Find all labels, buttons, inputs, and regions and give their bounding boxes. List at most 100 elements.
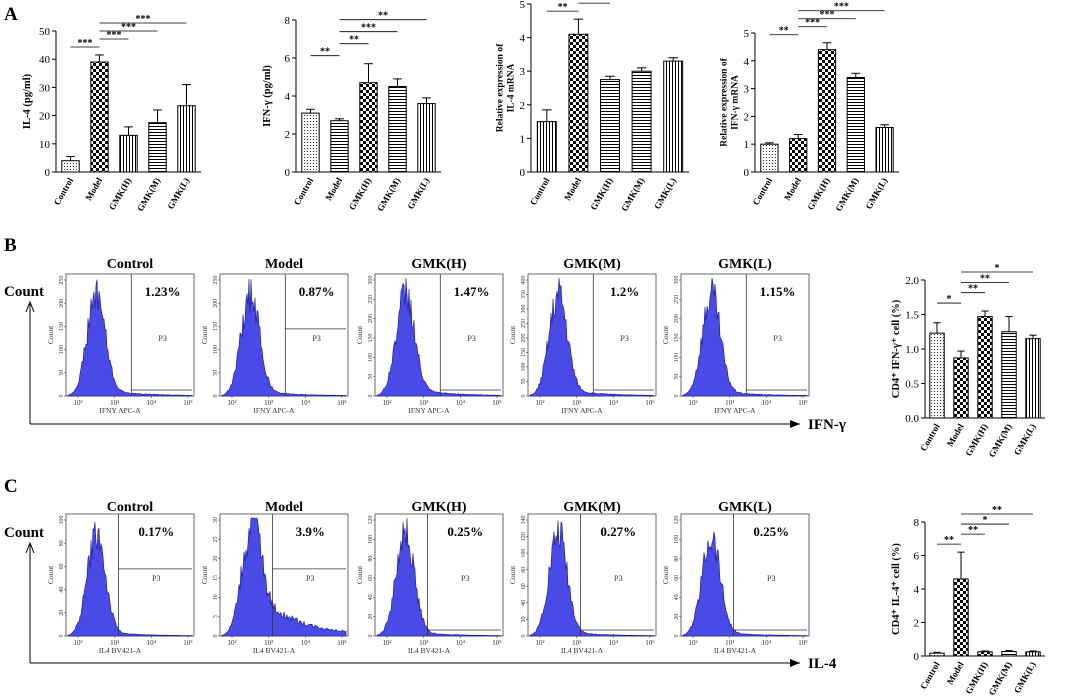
y-tick-label: 2.0	[905, 275, 919, 287]
gate-label: P3	[312, 334, 320, 343]
histogram-y-tick-label: 20	[213, 556, 219, 562]
significance-label: *	[983, 515, 988, 526]
histogram-y-label: Count	[46, 565, 55, 584]
histogram-y-tick-label: 120	[368, 516, 374, 525]
count-axis-title: Count	[4, 525, 44, 541]
bar-gmkh	[977, 651, 993, 657]
histogram-x-label: IL4 BV421-A	[561, 646, 604, 655]
y-axis-title: Relative expression ofIFN-γ mRNA	[720, 57, 741, 146]
gate-label: P3	[620, 334, 628, 343]
bar-control	[929, 332, 945, 419]
x-tick-label: GMK(M)	[987, 660, 1014, 697]
histogram-y-tick-label: 0	[213, 395, 219, 398]
count-arrow-head	[25, 541, 35, 554]
x-tick-label: GMK(H)	[963, 660, 989, 696]
histogram-y-tick-label: 0	[521, 635, 527, 638]
flow-histogram-gmkl: GMK(L) 0 20 40 60 80 100 120 Count 10² 10³ 10⁴ 10⁵ IL…	[661, 500, 810, 655]
y-tick-label: 8	[285, 15, 291, 27]
histogram-y-tick-label: 150	[674, 334, 680, 343]
histogram-y-tick-label: 0	[59, 395, 65, 398]
gate-percentage: 0.25%	[753, 524, 789, 539]
y-tick-label: 4	[520, 33, 526, 45]
gate-percentage: 3.9%	[296, 524, 325, 539]
histogram-y-tick-label: 50	[368, 374, 374, 380]
y-tick-label: 50	[39, 26, 51, 38]
histogram-y-tick-label: 150	[368, 334, 374, 343]
gate-percentage: 0.17%	[138, 524, 174, 539]
y-tick-label: 3	[520, 66, 526, 78]
ifng-flow-histograms: Count IFN-γ Control 0 50 100 150 200 250 Count 10²…	[4, 257, 846, 433]
gate-percentage: 1.2%	[610, 284, 639, 299]
x-tick-label: GMK(M)	[375, 176, 402, 213]
gate-label: P3	[152, 574, 160, 583]
histogram-x-label: IL4 BV421-A	[408, 646, 451, 655]
histogram-distribution	[682, 531, 808, 637]
histogram-x-tick-label: 10²	[382, 399, 391, 407]
y-tick-label: 4	[744, 56, 750, 68]
histogram-y-tick-label: 80	[521, 567, 527, 573]
y-axis-title-line: Relative expression of	[720, 57, 730, 146]
bar-gmkl	[1025, 651, 1041, 657]
x-tick-label: Model	[945, 422, 966, 449]
histogram-y-label: Count	[661, 325, 670, 344]
x-tick-label: GMK(L)	[863, 176, 889, 211]
bar-gmkl	[663, 60, 684, 173]
histogram-x-tick-label: 10³	[725, 399, 734, 407]
gate-label: P3	[767, 574, 775, 583]
bar-gmkh	[119, 134, 138, 173]
gate-percentage: 0.25%	[447, 524, 483, 539]
bar-gmkl	[875, 127, 894, 173]
x-tick-label: GMK(M)	[619, 176, 646, 213]
histogram-y-tick-label: 250	[368, 295, 374, 304]
significance-label: **	[589, 0, 599, 5]
histogram-y-label: Count	[508, 325, 517, 344]
flow-histogram-control: Control 0 50 100 150 200 250 Count 10² 10³ 10⁴ 10⁵ I…	[46, 257, 195, 415]
histogram-x-tick-label: 10⁴	[456, 399, 466, 407]
x-tick-label: GMK(H)	[805, 176, 831, 212]
histogram-y-tick-label: 150	[59, 322, 65, 331]
histogram-y-tick-label: 0	[674, 395, 680, 398]
bar-gmkm	[388, 86, 407, 173]
significance-label: **	[558, 2, 568, 13]
histogram-y-tick-label: 100	[521, 549, 527, 558]
x-tick-label: Model	[945, 660, 966, 687]
gate-percentage: 0.27%	[600, 524, 636, 539]
y-tick-label: 2	[285, 129, 291, 141]
bar-gmkh	[817, 49, 837, 173]
histogram-x-tick-label: 10²	[73, 399, 82, 407]
histogram-y-label: Count	[508, 565, 517, 584]
histogram-x-tick-label: 10⁴	[456, 639, 466, 647]
y-axis-title-line: Relative expression of	[496, 43, 506, 132]
bar-model	[568, 33, 589, 173]
histogram-x-tick-label: 10⁵	[645, 639, 655, 647]
histogram-x-tick-label: 10⁴	[147, 639, 157, 647]
bar-gmkl	[417, 103, 436, 173]
panel-label-c: C	[4, 476, 18, 497]
x-tick-label: Model	[323, 176, 344, 203]
histogram-x-tick-label: 10³	[725, 639, 734, 647]
x-tick-label: GMK(L)	[1012, 660, 1038, 695]
histogram-distribution	[67, 522, 193, 637]
flow-histogram-model: Model 0 50 100 150 200 250 Count 10² 10³ 10⁴ 10⁵ IFN…	[200, 257, 349, 415]
significance-label: ***	[834, 2, 849, 13]
histogram-x-tick-label: 10³	[264, 399, 273, 407]
histogram-y-tick-label: 15	[213, 575, 219, 581]
x-tick-label: Model	[562, 176, 583, 203]
histogram-y-tick-label: 80	[59, 540, 65, 546]
y-axis-title: IFN-γ (pg/ml)	[262, 65, 273, 127]
bar-gmkm	[631, 70, 652, 173]
bar-gmkh	[359, 82, 378, 173]
x-tick-label: GMK(L)	[1012, 422, 1038, 457]
bar-control	[61, 160, 80, 173]
panel-label-b: B	[4, 235, 17, 256]
bar-control	[301, 112, 320, 173]
y-tick-label: 2	[520, 100, 526, 112]
histogram-x-tick-label: 10²	[382, 639, 391, 647]
histogram-y-tick-label: 200	[213, 299, 219, 308]
count-arrow-head	[25, 300, 35, 313]
histogram-distribution	[221, 517, 347, 637]
histogram-x-tick-label: 10³	[572, 639, 581, 647]
histogram-x-tick-label: 10³	[110, 639, 119, 647]
gate-percentage: 1.47%	[454, 284, 490, 299]
histogram-y-tick-label: 300	[674, 276, 680, 285]
